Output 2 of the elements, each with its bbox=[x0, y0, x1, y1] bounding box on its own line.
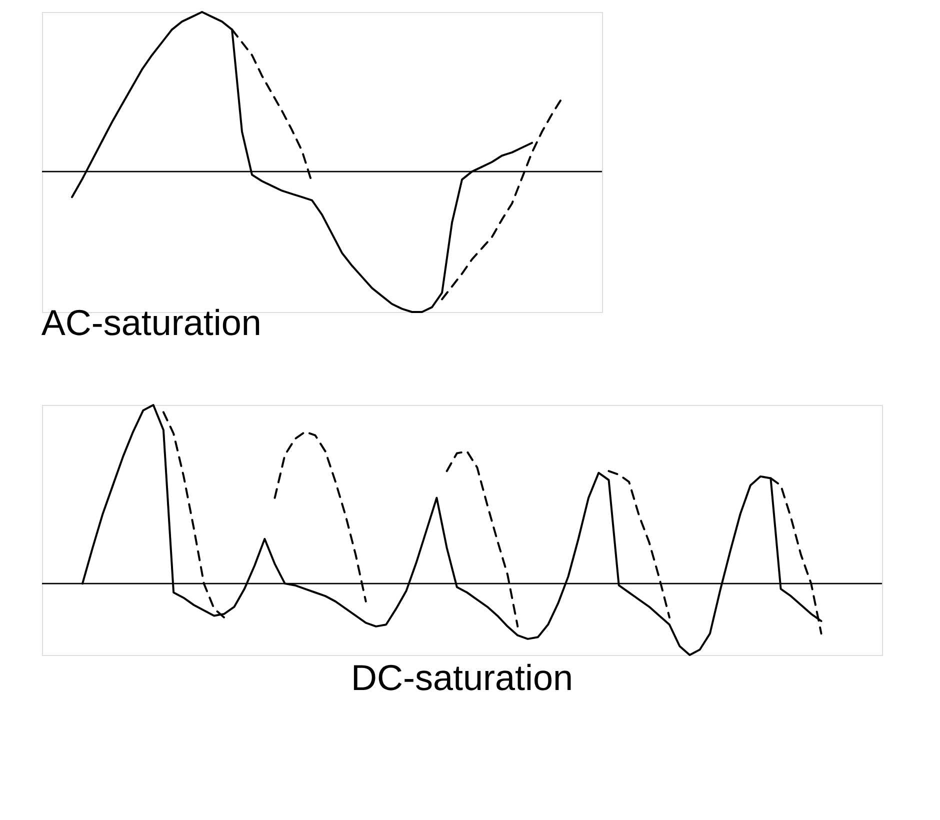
text: DC-saturation bbox=[350, 657, 574, 698]
text: AC-saturation bbox=[41, 302, 262, 343]
